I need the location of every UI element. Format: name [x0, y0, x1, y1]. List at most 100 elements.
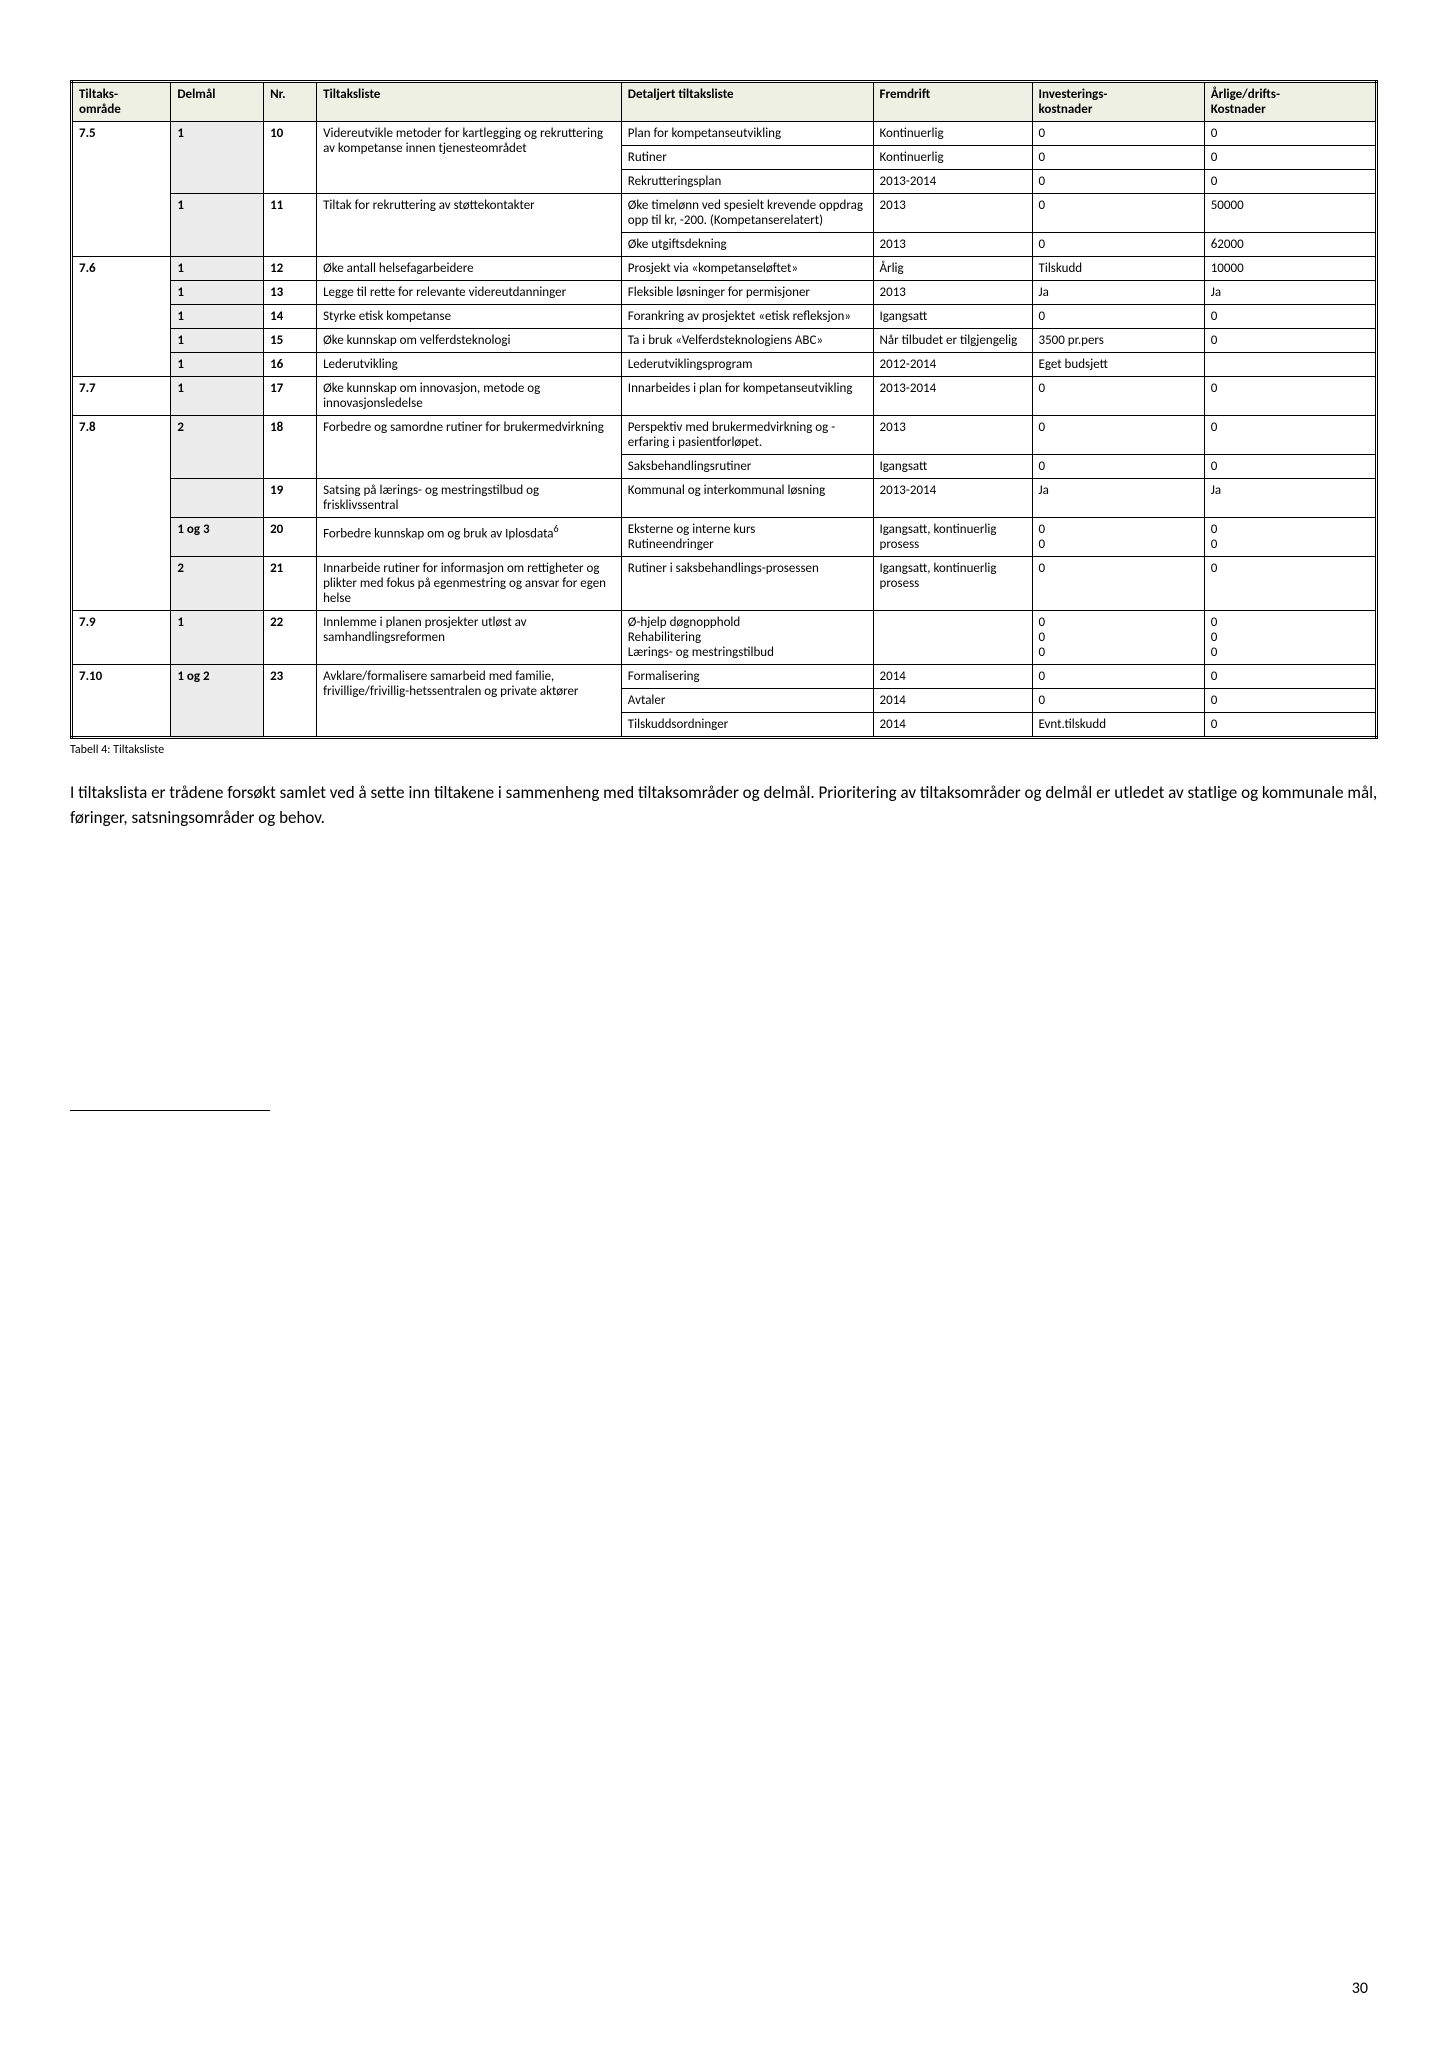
cell-delmal: 1 [177, 615, 184, 630]
cell-invest: 0 [1032, 233, 1204, 257]
cell-invest: 000 [1032, 611, 1204, 665]
cell-tiltak: Forbedre og samordne rutiner for brukerm… [317, 416, 622, 479]
header-nr: Nr. [264, 82, 317, 122]
cell-tiltak: Innarbeide rutiner for informasjon om re… [317, 557, 622, 611]
table-row: 1 11 Tiltak for rekruttering av støtteko… [72, 194, 1377, 233]
cell-fremdrift: Igangsatt [873, 455, 1032, 479]
cell-arlig: 50000 [1204, 194, 1376, 233]
cell-invest: 0 [1032, 170, 1204, 194]
tiltaksliste-table: Tiltaks-område Delmål Nr. Tiltaksliste D… [70, 80, 1378, 739]
cell-invest: 0 [1032, 305, 1204, 329]
header-detalj: Detaljert tiltaksliste [621, 82, 873, 122]
cell-fremdrift: 2013-2014 [873, 170, 1032, 194]
cell-invest: 0 [1032, 416, 1204, 455]
cell-arlig: 00 [1204, 518, 1376, 557]
cell-invest: 0 [1032, 377, 1204, 416]
footnote-ref: 6 [554, 522, 559, 535]
header-invest: Investerings-kostnader [1032, 82, 1204, 122]
cell-invest: 0 [1032, 665, 1204, 689]
table-row: 7.6 1 12 Øke antall helsefagarbeidere Pr… [72, 257, 1377, 281]
cell-delmal: 1 [177, 126, 184, 141]
table-row: 1 15 Øke kunnskap om velferdsteknologi T… [72, 329, 1377, 353]
cell-omrade: 7.8 [79, 420, 96, 435]
cell-arlig: 0 [1204, 689, 1376, 713]
cell-fremdrift: 2012-2014 [873, 353, 1032, 377]
cell-arlig: 000 [1204, 611, 1376, 665]
cell-delmal: 2 [177, 420, 184, 435]
table-row: 7.9 1 22 Innlemme i planen prosjekter ut… [72, 611, 1377, 665]
page-number: 30 [1352, 1979, 1368, 1998]
cell-nr: 14 [270, 309, 283, 324]
cell-tiltak: Satsing på lærings- og mestringstilbud o… [317, 479, 622, 518]
cell-detalj: Forankring av prosjektet «etisk refleksj… [621, 305, 873, 329]
cell-delmal: 1 [177, 198, 184, 213]
header-omrade: Tiltaks-område [72, 82, 171, 122]
table-row: 2 21 Innarbeide rutiner for informasjon … [72, 557, 1377, 611]
cell-arlig: 0 [1204, 329, 1376, 353]
cell-nr: 15 [270, 333, 283, 348]
cell-detalj: Formalisering [621, 665, 873, 689]
cell-nr: 16 [270, 357, 283, 372]
cell-delmal: 1 [177, 357, 184, 372]
cell-tiltak: Øke kunnskap om velferdsteknologi [317, 329, 622, 353]
cell-arlig: 0 [1204, 122, 1376, 146]
table-row: 1 13 Legge til rette for relevante vider… [72, 281, 1377, 305]
cell-arlig: 0 [1204, 170, 1376, 194]
cell-fremdrift: Igangsatt [873, 305, 1032, 329]
table-row: 19 Satsing på lærings- og mestringstilbu… [72, 479, 1377, 518]
cell-detalj: Rekrutteringsplan [621, 170, 873, 194]
cell-fremdrift: 2013 [873, 416, 1032, 455]
cell-nr: 23 [270, 669, 283, 684]
cell-fremdrift: Kontinuerlig [873, 122, 1032, 146]
table-row: 7.10 1 og 2 23 Avklare/formalisere samar… [72, 665, 1377, 689]
cell-arlig: 0 [1204, 377, 1376, 416]
cell-detalj: Øke utgiftsdekning [621, 233, 873, 257]
cell-tiltak: Styrke etisk kompetanse [317, 305, 622, 329]
cell-tiltak: Avklare/formalisere samarbeid med famili… [317, 665, 622, 738]
cell-arlig: 0 [1204, 146, 1376, 170]
header-delmal: Delmål [171, 82, 264, 122]
header-tiltak: Tiltaksliste [317, 82, 622, 122]
cell-nr: 12 [270, 261, 283, 276]
cell-detalj: Kommunal og interkommunal løsning [621, 479, 873, 518]
cell-fremdrift: 2013-2014 [873, 377, 1032, 416]
cell-fremdrift: 2013 [873, 233, 1032, 257]
cell-detalj: Prosjekt via «kompetanseløftet» [621, 257, 873, 281]
cell-arlig: 10000 [1204, 257, 1376, 281]
cell-tiltak: Forbedre kunnskap om og bruk av Iplosdat… [317, 518, 622, 557]
cell-arlig: 0 [1204, 713, 1376, 738]
cell-arlig: 0 [1204, 557, 1376, 611]
cell-fremdrift: Igangsatt, kontinuerlig prosess [873, 557, 1032, 611]
cell-nr: 13 [270, 285, 283, 300]
cell-fremdrift: 2014 [873, 713, 1032, 738]
cell-detalj: Rutiner [621, 146, 873, 170]
cell-delmal: 1 [177, 285, 184, 300]
cell-fremdrift: 2013-2014 [873, 479, 1032, 518]
cell-omrade: 7.7 [79, 381, 96, 396]
cell-fremdrift: Når tilbudet er tilgjengelig [873, 329, 1032, 353]
table-header-row: Tiltaks-område Delmål Nr. Tiltaksliste D… [72, 82, 1377, 122]
cell-invest: 0 [1032, 194, 1204, 233]
cell-invest: 0 [1032, 122, 1204, 146]
header-fremdrift: Fremdrift [873, 82, 1032, 122]
cell-delmal: 1 [177, 333, 184, 348]
cell-detalj: Innarbeides i plan for kompetanseutvikli… [621, 377, 873, 416]
cell-tiltak: Legge til rette for relevante videreutda… [317, 281, 622, 305]
cell-fremdrift: Kontinuerlig [873, 146, 1032, 170]
cell-invest: 0 [1032, 146, 1204, 170]
cell-tiltak: Øke antall helsefagarbeidere [317, 257, 622, 281]
cell-invest: Ja [1032, 281, 1204, 305]
cell-invest: Ja [1032, 479, 1204, 518]
cell-invest: Tilskudd [1032, 257, 1204, 281]
cell-delmal: 1 [177, 309, 184, 324]
cell-detalj: Lederutviklingsprogram [621, 353, 873, 377]
cell-invest: 0 [1032, 557, 1204, 611]
cell-detalj: Tilskuddsordninger [621, 713, 873, 738]
cell-arlig: Ja [1204, 479, 1376, 518]
cell-detalj: Saksbehandlingsrutiner [621, 455, 873, 479]
cell-delmal: 1 og 3 [177, 522, 209, 537]
cell-detalj: Øke timelønn ved spesielt krevende oppdr… [621, 194, 873, 233]
cell-detalj: Avtaler [621, 689, 873, 713]
body-paragraph: I tiltakslista er trådene forsøkt samlet… [70, 781, 1378, 830]
footnote-separator [70, 1110, 270, 1111]
